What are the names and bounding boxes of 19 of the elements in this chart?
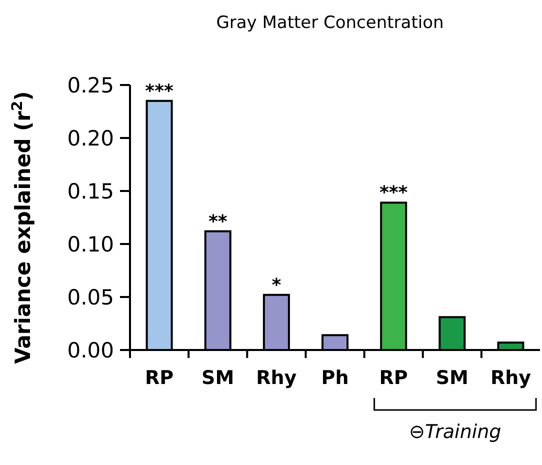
y-tick-label: 0.05 (67, 285, 114, 310)
y-tick-label: 0.25 (67, 73, 114, 98)
x-tick-label: Ph (321, 367, 349, 389)
x-tick-label: RP (379, 367, 408, 389)
text: ⊖Training (409, 421, 502, 443)
x-tick-label: Rhy (256, 367, 298, 389)
data-label: ** (208, 211, 228, 232)
x-tick-label: RP (145, 367, 174, 389)
y-tick-label: 0.00 (67, 338, 114, 362)
x-tick-label: SM (202, 367, 234, 389)
y-tick-label: 0.20 (67, 126, 114, 150)
x-tick-label: SM (436, 367, 468, 389)
data-label: * (272, 274, 282, 296)
y-tick-label: 0.10 (67, 232, 114, 256)
chart-title: Gray Matter Concentration (216, 13, 444, 33)
x-tick-label: Rhy (490, 367, 532, 389)
data-label: *** (379, 182, 408, 204)
y-tick-label: 0.15 (67, 179, 114, 204)
data-label: *** (145, 80, 174, 102)
